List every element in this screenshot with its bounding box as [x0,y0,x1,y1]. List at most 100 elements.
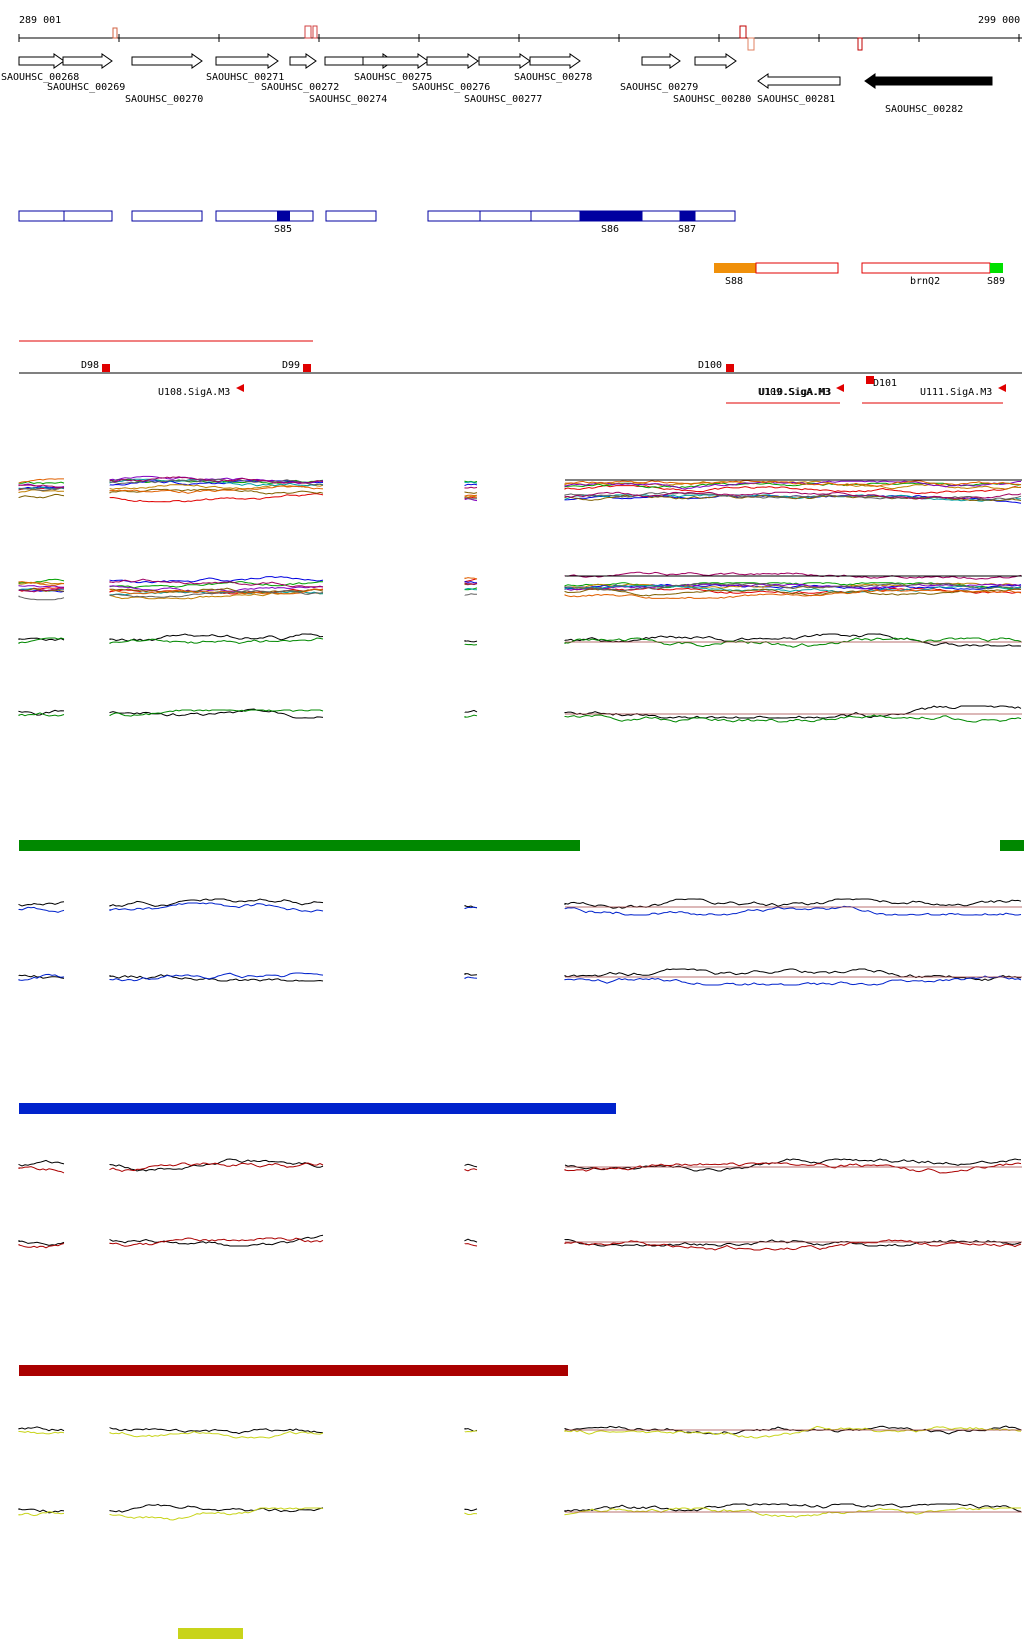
promoter-marker[interactable] [236,384,244,392]
expression-line [564,714,1022,723]
gene-label-00268: SAOUHSC_00268 [1,72,79,83]
gene-arrow[interactable] [289,53,317,69]
segment-fill[interactable] [277,211,290,221]
expression-line [109,1427,324,1435]
segment-label-s87: S87 [678,224,696,235]
expression-line [564,585,1022,594]
promoter-marker[interactable] [998,384,1006,392]
gene-label-00281: SAOUHSC_00281 [757,94,835,105]
segment-label-s86: S86 [601,224,619,235]
segment-fill[interactable] [680,211,695,221]
expression-line [109,898,324,907]
segment-box[interactable] [131,210,203,222]
site-label-d98: D98 [81,360,99,371]
expression-line [464,906,478,909]
expression-line [564,571,1022,580]
segment-box[interactable] [427,210,481,222]
segment-box[interactable] [641,210,681,222]
expression-line [18,1240,65,1246]
gene-arrow[interactable] [62,53,113,69]
gene-label-00278: SAOUHSC_00278 [514,72,592,83]
expression-line [464,587,478,591]
segment-box[interactable] [755,262,839,274]
gene-arrow[interactable] [478,53,531,69]
gene-label-00280: SAOUHSC_00280 [673,94,751,105]
gene-arrow[interactable] [426,53,479,69]
expression-line [18,581,65,585]
expression-line [564,975,1022,986]
site-label-u111: U111.SigA.M3 [920,387,992,398]
gene-label-00282: SAOUHSC_00282 [885,104,963,115]
expression-line [564,1507,1021,1518]
condition-bar-red [19,1365,568,1376]
gene-arrow[interactable] [864,73,993,89]
expression-line [464,582,478,585]
gene-label-00269: SAOUHSC_00269 [47,82,125,93]
expression-line [109,485,324,494]
segment-fill[interactable] [580,211,642,221]
coord-end-label: 299 000 [978,15,1020,26]
gene-arrow[interactable] [18,53,65,69]
promoter-marker[interactable] [836,384,844,392]
segment-s89[interactable] [990,263,1003,273]
expression-line [464,643,478,646]
segment-track-blue[interactable]: S85 S86 S87 [18,210,736,235]
terminator-marker[interactable] [726,364,734,372]
expression-line [109,972,324,982]
gene-arrow[interactable] [694,53,737,69]
expression-line [18,486,65,492]
segment-box[interactable] [63,210,113,222]
expression-line [564,583,1022,591]
coverage-peak [739,25,747,39]
condition-bars [19,840,1024,1639]
expression-line [464,577,478,580]
coverage-peak [304,25,312,39]
expression-line [109,1430,324,1439]
terminator-marker[interactable] [102,364,110,372]
expression-line [109,576,324,584]
expression-line [109,709,324,717]
site-track[interactable]: D98 D99 D100 D101 U108.SigA.M3 U109.SigA… [19,340,1022,404]
expression-line [464,481,478,484]
gene-label-00271: SAOUHSC_00271 [206,72,284,83]
segment-box[interactable] [530,210,581,222]
gene-arrow[interactable] [215,53,279,69]
expression-line [564,1158,1022,1172]
gene-track[interactable]: SAOUHSC_00268 SAOUHSC_00269 SAOUHSC_0027… [1,53,993,115]
expression-line [464,1243,478,1247]
condition-bar-blue [19,1103,616,1114]
segment-track-red[interactable]: S88 brnQ2 S89 [714,262,1005,287]
segment-box[interactable] [479,210,532,222]
terminator-marker[interactable] [303,364,311,372]
segment-box[interactable] [325,210,377,222]
expression-line [18,637,65,644]
expression-line [464,581,478,584]
expression-line [109,1234,324,1247]
terminator-marker[interactable] [866,376,874,384]
expression-line [18,578,65,584]
expression-line [18,581,65,586]
expression-line [564,480,1021,490]
site-label-d101: D101 [873,378,897,389]
site-label-u109: U109.SigA.M3 [758,387,830,398]
expression-line [464,1168,478,1172]
site-label-u110: U110.SigA.M3 [759,387,831,398]
gene-label-00274: SAOUHSC_00274 [309,94,387,105]
gene-arrow[interactable] [529,53,581,69]
segment-box[interactable] [215,210,279,222]
segment-box[interactable] [694,210,736,222]
gene-arrow[interactable] [757,73,841,89]
expression-line [109,902,324,913]
gene-arrow[interactable] [362,53,429,69]
coverage-peak [312,25,318,39]
segment-s88[interactable] [714,263,756,273]
expression-line [464,486,478,489]
segment-brnq2[interactable] [861,262,991,274]
segment-box[interactable] [18,210,65,222]
expression-line [109,578,323,588]
gene-arrow[interactable] [641,53,681,69]
expression-line [18,481,65,485]
expression-line [109,637,324,645]
gene-arrow[interactable] [131,53,203,69]
expression-line [109,1503,324,1513]
